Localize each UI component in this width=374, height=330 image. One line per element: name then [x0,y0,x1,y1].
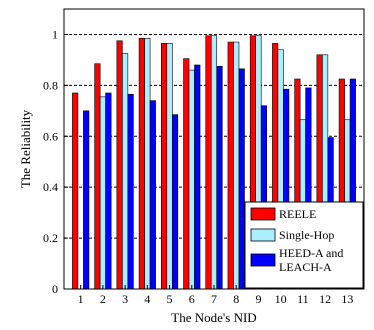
x-tick-label: 2 [100,292,106,306]
bar-reele-node-4 [138,37,145,290]
x-tick-label: 7 [211,292,217,306]
legend-swatch [250,253,276,267]
tick-layer: 00.20.40.60.811 2 3 4 5 6 7 8 9 10 11 12 13 [43,27,353,306]
bar-reele-node-2 [94,63,101,290]
bar-single-hop-node-7 [210,35,218,290]
x-tick-label: 5 [167,292,173,306]
bar-reele-node-6 [183,58,190,290]
x-tick-label: 6 [189,292,195,306]
y-axis-label: The Reliability [18,109,33,188]
bar-heed-a-and-leach-a-node-6 [194,64,201,290]
bar-single-hop-node-8 [233,41,240,290]
y-tick-label: 0.8 [43,78,58,92]
y-tick-label: 0.6 [43,129,58,143]
x-axis-label: The Node's NID [171,310,256,325]
bar-single-hop-node-6 [188,69,195,290]
x-tick-label: 8 [233,292,239,306]
x-tick-label: 3 [122,292,128,306]
x-tick-label: 13 [341,292,353,306]
bar-heed-a-and-leach-a-node-8 [238,68,245,290]
bar-heed-a-and-leach-a-node-3 [127,93,134,290]
bar-single-hop-node-4 [144,37,151,290]
x-tick-label: 9 [255,292,261,306]
legend-label: Single-Hop [279,228,334,242]
bar-heed-a-and-leach-a-node-1 [83,110,90,290]
bar-reele-node-7 [205,35,212,290]
y-tick-label: 0.2 [43,231,58,245]
bar-reele-node-1 [72,92,79,290]
bar-heed-a-and-leach-a-node-2 [105,92,112,290]
bar-single-hop-node-5 [166,43,173,290]
legend-label: HEED-A and LEACH-A [279,246,343,274]
x-tick-label: 11 [297,292,309,306]
bar-reele-node-3 [116,40,123,290]
legend-swatch [250,228,276,242]
bar-heed-a-and-leach-a-node-5 [172,114,179,290]
bar-single-hop-node-2 [99,96,106,290]
x-tick-label: 1 [78,292,84,306]
bar-heed-a-and-leach-a-node-4 [149,100,156,290]
bar-heed-a-and-leach-a-node-7 [216,65,223,290]
legend: REELE Single-Hop HEED-A and LEACH-A [244,201,364,289]
bar-reele-node-8 [227,41,234,290]
x-tick-label: 12 [319,292,331,306]
legend-label: REELE [279,207,316,221]
bar-single-hop-node-3 [122,53,129,290]
bar-layer [72,35,356,290]
y-tick-label: 0.4 [43,180,58,194]
x-tick-label: 10 [275,292,287,306]
y-tick-label: 1 [52,27,58,41]
x-tick-label: 4 [144,292,150,306]
bar-reele-node-5 [161,43,168,290]
y-tick-label: 0 [52,282,58,296]
legend-swatch [250,207,276,221]
